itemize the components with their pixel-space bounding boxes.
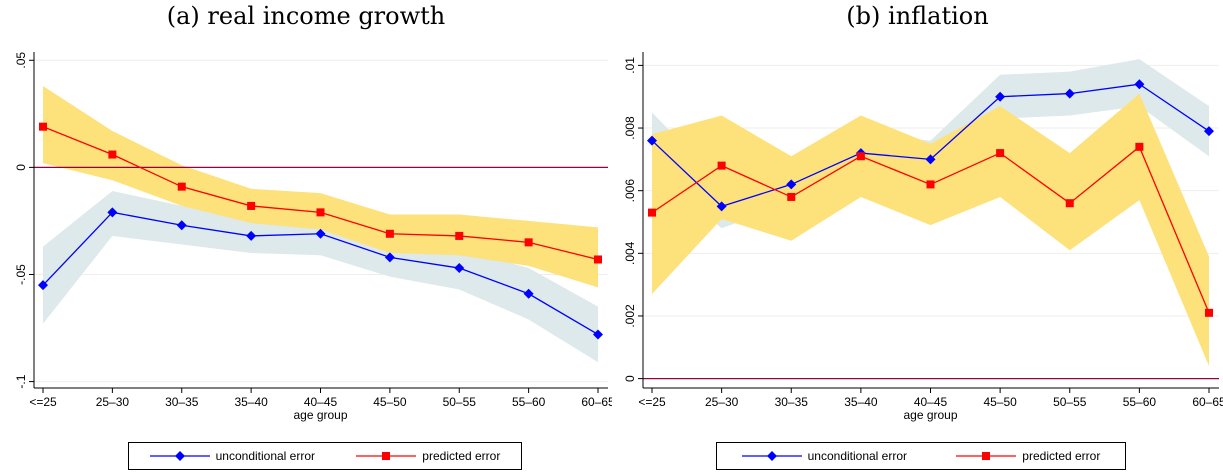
- legend-item-unconditional: unconditional error: [149, 449, 316, 463]
- data-point-predicted: [247, 201, 256, 210]
- x-tick-label: <=25: [638, 395, 666, 409]
- legend-label-predicted: predicted error: [422, 449, 501, 463]
- x-tick-label: <=25: [29, 395, 57, 409]
- data-point-unconditional: [1134, 79, 1145, 90]
- chart-title: (a) real income growth: [166, 2, 446, 30]
- data-point-unconditional: [38, 280, 48, 291]
- x-tick-label: 40–45: [914, 395, 948, 409]
- y-tick-label: .05: [14, 52, 28, 69]
- data-point-unconditional: [995, 91, 1006, 102]
- data-point-unconditional: [523, 288, 534, 299]
- x-tick-label: 25–30: [96, 395, 130, 409]
- legend-item-predicted: predicted error: [956, 449, 1100, 463]
- chart-plot: .05 0 -.05 -.1<=25 25–30 30–35 35–40 40–45 45–50…: [14, 52, 612, 422]
- legend-label-unconditional: unconditional error: [807, 449, 908, 463]
- legend-label-unconditional: unconditional error: [215, 449, 316, 463]
- chart-panel-b: (b) inflation 0 .002 .004 .006 .008 .01 <=25 25…: [612, 0, 1223, 474]
- legend-key-predicted: [356, 452, 417, 460]
- legend-label-predicted: predicted error: [1022, 449, 1101, 463]
- y-tick-label: .002: [623, 304, 637, 328]
- legend-item-predicted: predicted error: [356, 449, 500, 463]
- legend-key-unconditional: [741, 451, 802, 461]
- legend-item-unconditional: unconditional error: [741, 449, 908, 463]
- data-point-predicted: [856, 152, 865, 161]
- chart-title: (b) inflation: [846, 2, 989, 30]
- y-tick-label: -.1: [14, 374, 28, 388]
- confidence-band-unconditional: [43, 190, 598, 363]
- x-tick-label: 55–60: [512, 395, 546, 409]
- chart-plot: 0 .002 .004 .006 .008 .01 <=25 25–30 30–35 35–40 4…: [623, 52, 1223, 422]
- data-point-predicted: [926, 180, 935, 189]
- y-tick-label: .004: [623, 241, 637, 265]
- data-point-unconditional: [925, 154, 936, 165]
- data-point-unconditional: [107, 207, 118, 218]
- x-tick-label: 35–40: [234, 395, 268, 409]
- data-point-unconditional: [176, 220, 187, 231]
- x-tick-label: 60–65: [1192, 395, 1223, 409]
- x-tick-label: 50–55: [1053, 395, 1087, 409]
- x-axis-title: age group: [293, 408, 347, 422]
- confidence-band-predicted: [652, 93, 1209, 367]
- x-tick-label: 60–65: [581, 395, 612, 409]
- data-point-unconditional: [454, 263, 465, 274]
- data-point-predicted: [1205, 308, 1213, 317]
- x-tick-label: 30–35: [775, 395, 809, 409]
- data-point-predicted: [1065, 199, 1074, 208]
- legend-key-unconditional: [149, 451, 210, 461]
- data-point-unconditional: [384, 252, 395, 263]
- chart-legend: unconditional error predicted error: [128, 442, 522, 470]
- data-point-unconditional: [1064, 88, 1075, 99]
- data-point-unconditional: [786, 179, 797, 190]
- x-tick-label: 50–55: [443, 395, 477, 409]
- data-point-predicted: [717, 161, 726, 170]
- chart-panel-a: (a) real income growth .05 0 -.05 -.1 <=25 25…: [14, 2, 612, 470]
- data-point-predicted: [108, 150, 117, 159]
- data-point-predicted: [455, 231, 464, 240]
- data-point-unconditional: [246, 230, 257, 241]
- y-tick-label: 0: [14, 164, 28, 171]
- data-point-unconditional: [1204, 126, 1214, 137]
- x-tick-label: 45–50: [373, 395, 407, 409]
- y-tick-label: -.05: [14, 264, 28, 285]
- y-tick-label: .008: [623, 116, 637, 140]
- confidence-band-predicted: [43, 85, 598, 288]
- chart-legend: unconditional error predicted error: [716, 442, 1126, 470]
- y-tick-label: 0: [623, 375, 637, 382]
- x-tick-label: 55–60: [1123, 395, 1157, 409]
- data-point-predicted: [594, 255, 602, 264]
- data-point-unconditional: [315, 228, 326, 239]
- x-tick-label: 35–40: [844, 395, 878, 409]
- y-tick-label: .006: [623, 179, 637, 203]
- x-tick-label: 25–30: [705, 395, 739, 409]
- data-point-predicted: [385, 229, 394, 238]
- data-point-predicted: [39, 122, 47, 131]
- data-point-predicted: [996, 149, 1005, 158]
- y-tick-label: .01: [623, 57, 637, 74]
- data-point-unconditional: [716, 201, 727, 212]
- data-point-predicted: [316, 208, 325, 217]
- data-point-unconditional: [647, 135, 657, 146]
- data-point-predicted: [648, 208, 656, 217]
- data-point-predicted: [1135, 142, 1144, 151]
- x-tick-label: 40–45: [304, 395, 338, 409]
- data-point-predicted: [787, 192, 796, 201]
- data-point-predicted: [524, 238, 533, 247]
- legend-key-predicted: [956, 452, 1017, 460]
- data-point-unconditional: [593, 329, 603, 340]
- x-tick-label: 30–35: [165, 395, 199, 409]
- x-axis-title: age group: [903, 408, 957, 422]
- data-point-predicted: [177, 182, 186, 191]
- x-tick-label: 45–50: [983, 395, 1017, 409]
